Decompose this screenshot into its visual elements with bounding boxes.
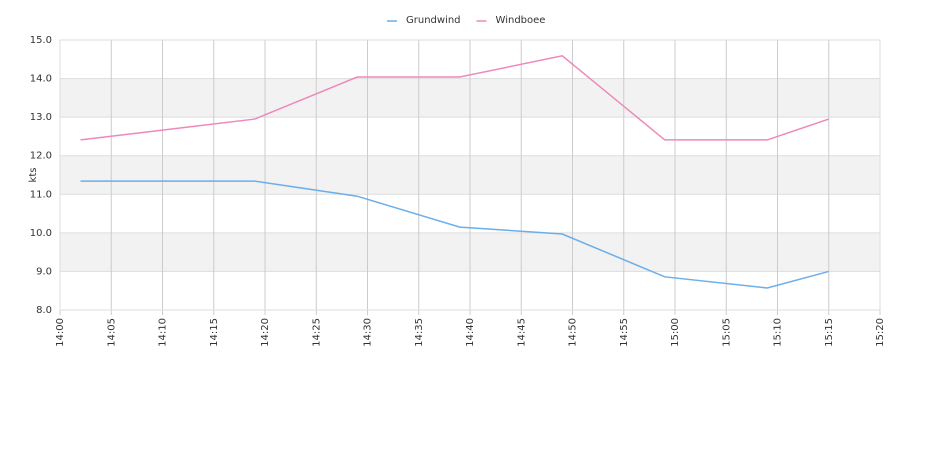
y-tick-label: 9.0 <box>36 266 52 277</box>
x-tick-label: 14:15 <box>209 318 220 347</box>
line <box>80 180 829 289</box>
line <box>80 55 829 141</box>
y-tick-label: 14.0 <box>30 74 52 85</box>
x-tick-label: 15:00 <box>670 318 681 347</box>
x-tick-label: 14:00 <box>55 318 66 347</box>
x-tick-label: 14:10 <box>158 318 169 347</box>
x-tick-label: 15:05 <box>721 318 732 347</box>
y-tick-label: 8.0 <box>36 305 52 316</box>
plot-border <box>59 39 881 311</box>
y-tick-label: 13.0 <box>30 112 52 123</box>
x-tick-label: 14:05 <box>106 318 117 347</box>
y-tick-label: 15.0 <box>30 35 52 46</box>
x-tick-label: 14:55 <box>619 318 630 347</box>
x-tick-label: 14:35 <box>414 318 425 347</box>
y-tick-label: 10.0 <box>30 228 52 239</box>
x-tick-label: 15:15 <box>824 318 835 347</box>
x-tick-label: 14:45 <box>516 318 527 347</box>
x-tick-label: 14:30 <box>363 318 374 347</box>
y-tick-label: 11.0 <box>30 189 52 200</box>
legend-label: Windboee <box>496 15 546 26</box>
x-tick-label: 14:40 <box>465 318 476 347</box>
legend-label: Grundwind <box>406 15 461 26</box>
x-tick-label: 15:20 <box>875 318 886 347</box>
x-tick-label: 15:10 <box>773 318 784 347</box>
x-tick-label: 14:20 <box>260 318 271 347</box>
y-tick-label: 12.0 <box>30 151 52 162</box>
x-tick-label: 14:50 <box>568 318 579 347</box>
x-tick-label: 14:25 <box>311 318 322 347</box>
y-axis-label: kts <box>28 168 39 183</box>
